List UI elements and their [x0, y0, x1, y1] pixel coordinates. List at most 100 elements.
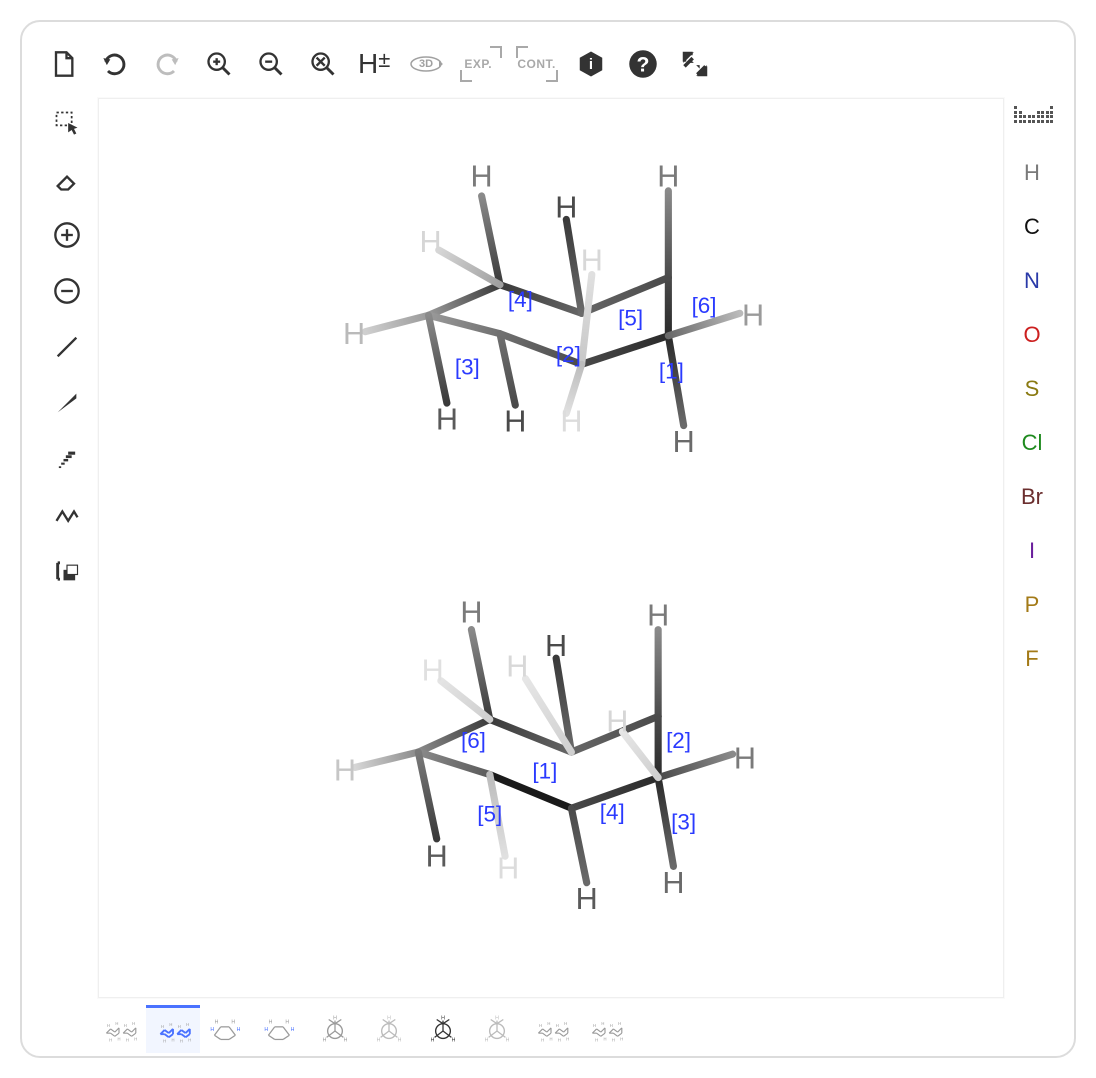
- bond[interactable]: [566, 219, 581, 313]
- help-button[interactable]: ?: [626, 47, 660, 81]
- svg-text:H: H: [566, 1037, 569, 1042]
- element-Cl[interactable]: Cl: [1022, 430, 1043, 456]
- hydrogen-atom[interactable]: H: [497, 852, 519, 886]
- element-H[interactable]: H: [1024, 160, 1040, 186]
- hydrogen-toggle-button[interactable]: H±: [358, 47, 390, 81]
- bond[interactable]: [429, 315, 447, 403]
- hydrogen-atom[interactable]: H: [343, 317, 365, 351]
- element-O[interactable]: O: [1023, 322, 1040, 348]
- thumbnail-t6[interactable]: HHH: [416, 1005, 470, 1053]
- map-atoms-tool[interactable]: [50, 556, 84, 586]
- bond[interactable]: [418, 752, 489, 774]
- fullscreen-button[interactable]: [678, 47, 712, 81]
- thumbnail-t0[interactable]: HHHHHHHH: [92, 1005, 146, 1053]
- expand-button[interactable]: EXP.: [462, 47, 500, 81]
- element-F[interactable]: F: [1025, 646, 1038, 672]
- info-button[interactable]: i: [574, 47, 608, 81]
- element-N[interactable]: N: [1024, 268, 1040, 294]
- bond[interactable]: [500, 334, 515, 405]
- svg-text:H: H: [171, 1037, 174, 1042]
- bond[interactable]: [365, 315, 428, 331]
- svg-text:H: H: [539, 1023, 542, 1028]
- undo-button[interactable]: [98, 47, 132, 81]
- element-P[interactable]: P: [1025, 592, 1040, 618]
- periodic-table-button[interactable]: [1014, 106, 1050, 132]
- hydrogen-atom[interactable]: H: [555, 190, 577, 224]
- svg-text:H: H: [547, 1021, 550, 1026]
- bond[interactable]: [429, 315, 500, 333]
- bond[interactable]: [355, 752, 418, 767]
- hydrogen-atom[interactable]: H: [662, 866, 684, 900]
- erase-tool[interactable]: [50, 164, 84, 194]
- hydrogen-atom[interactable]: H: [606, 705, 628, 739]
- element-I[interactable]: I: [1029, 538, 1035, 564]
- bond[interactable]: [429, 285, 500, 316]
- atom-map-label: [2]: [666, 728, 691, 753]
- select-lasso-tool[interactable]: [50, 108, 84, 138]
- thumbnail-t7[interactable]: HHH: [470, 1005, 524, 1053]
- svg-text:H: H: [178, 1023, 181, 1028]
- svg-text:H: H: [441, 1016, 445, 1022]
- zoom-in-button[interactable]: [202, 47, 236, 81]
- hydrogen-atom[interactable]: H: [436, 403, 458, 437]
- svg-text:H: H: [210, 1027, 214, 1033]
- atom-map-label: [4]: [600, 799, 625, 824]
- new-file-button[interactable]: [46, 47, 80, 81]
- hydrogen-atom[interactable]: H: [471, 160, 493, 194]
- thumbnail-t4[interactable]: HHH: [308, 1005, 362, 1053]
- hydrogen-atom[interactable]: H: [657, 160, 679, 194]
- hydrogen-atom[interactable]: H: [734, 741, 756, 775]
- svg-text:H: H: [431, 1038, 435, 1044]
- zoom-out-button[interactable]: [254, 47, 288, 81]
- thumbnail-t5[interactable]: HHH: [362, 1005, 416, 1053]
- svg-text:H: H: [556, 1023, 559, 1028]
- bond[interactable]: [582, 336, 669, 365]
- hydrogen-atom[interactable]: H: [560, 405, 582, 439]
- charge-plus-tool[interactable]: [50, 220, 84, 250]
- rotate-3d-button[interactable]: 3D: [408, 47, 444, 81]
- hydrogen-atom[interactable]: H: [742, 298, 764, 332]
- bond[interactable]: [418, 752, 436, 839]
- hydrogen-atom[interactable]: H: [422, 654, 444, 688]
- hydrogen-atom[interactable]: H: [545, 629, 567, 663]
- drawing-canvas[interactable]: HHHHHHHHHHH[4][5][6][1][2][3]HHHHHHHHHHH…: [98, 98, 1004, 998]
- hydrogen-atom[interactable]: H: [576, 882, 598, 916]
- svg-text:H: H: [549, 1037, 552, 1042]
- thumbnail-t2[interactable]: HHHH: [200, 1005, 254, 1053]
- hydrogen-atom[interactable]: H: [334, 754, 356, 788]
- hydrogen-atom[interactable]: H: [420, 225, 442, 259]
- hash-bond-tool[interactable]: [50, 444, 84, 474]
- hydrogen-atom[interactable]: H: [426, 839, 448, 873]
- contract-button[interactable]: CONT.: [518, 47, 556, 81]
- svg-text:H: H: [610, 1023, 613, 1028]
- thumbnail-t3[interactable]: HHHH: [254, 1005, 308, 1053]
- element-S[interactable]: S: [1025, 376, 1040, 402]
- contract-label: CONT.: [517, 57, 556, 71]
- hydrogen-atom[interactable]: H: [460, 595, 482, 629]
- bond[interactable]: [571, 808, 586, 882]
- element-Br[interactable]: Br: [1021, 484, 1043, 510]
- thumbnail-t1[interactable]: HHHHHHHH: [146, 1005, 200, 1053]
- bond[interactable]: [482, 196, 500, 285]
- chain-tool[interactable]: [50, 500, 84, 530]
- hydrogen-atom[interactable]: H: [581, 243, 603, 277]
- svg-text:?: ?: [637, 53, 650, 77]
- hydrogen-atom[interactable]: H: [647, 598, 669, 632]
- svg-text:H: H: [285, 1020, 289, 1026]
- hydrogen-atom[interactable]: H: [504, 405, 526, 439]
- wedge-bond-tool[interactable]: [50, 388, 84, 418]
- svg-text:H: H: [109, 1038, 112, 1043]
- hydrogen-atom[interactable]: H: [673, 425, 695, 459]
- thumbnail-t9[interactable]: HHHHHHHH: [578, 1005, 632, 1053]
- single-bond-tool[interactable]: [50, 332, 84, 362]
- hydrogen-atom[interactable]: H: [506, 650, 528, 684]
- bond[interactable]: [658, 754, 732, 777]
- bond[interactable]: [582, 275, 592, 365]
- thumbnail-t8[interactable]: HHHHHHHH: [524, 1005, 578, 1053]
- periodic-table-icon: [1014, 106, 1050, 128]
- element-C[interactable]: C: [1024, 214, 1040, 240]
- svg-text:H: H: [163, 1038, 166, 1043]
- charge-minus-tool[interactable]: [50, 276, 84, 306]
- zoom-reset-button[interactable]: [306, 47, 340, 81]
- redo-button[interactable]: [150, 47, 184, 81]
